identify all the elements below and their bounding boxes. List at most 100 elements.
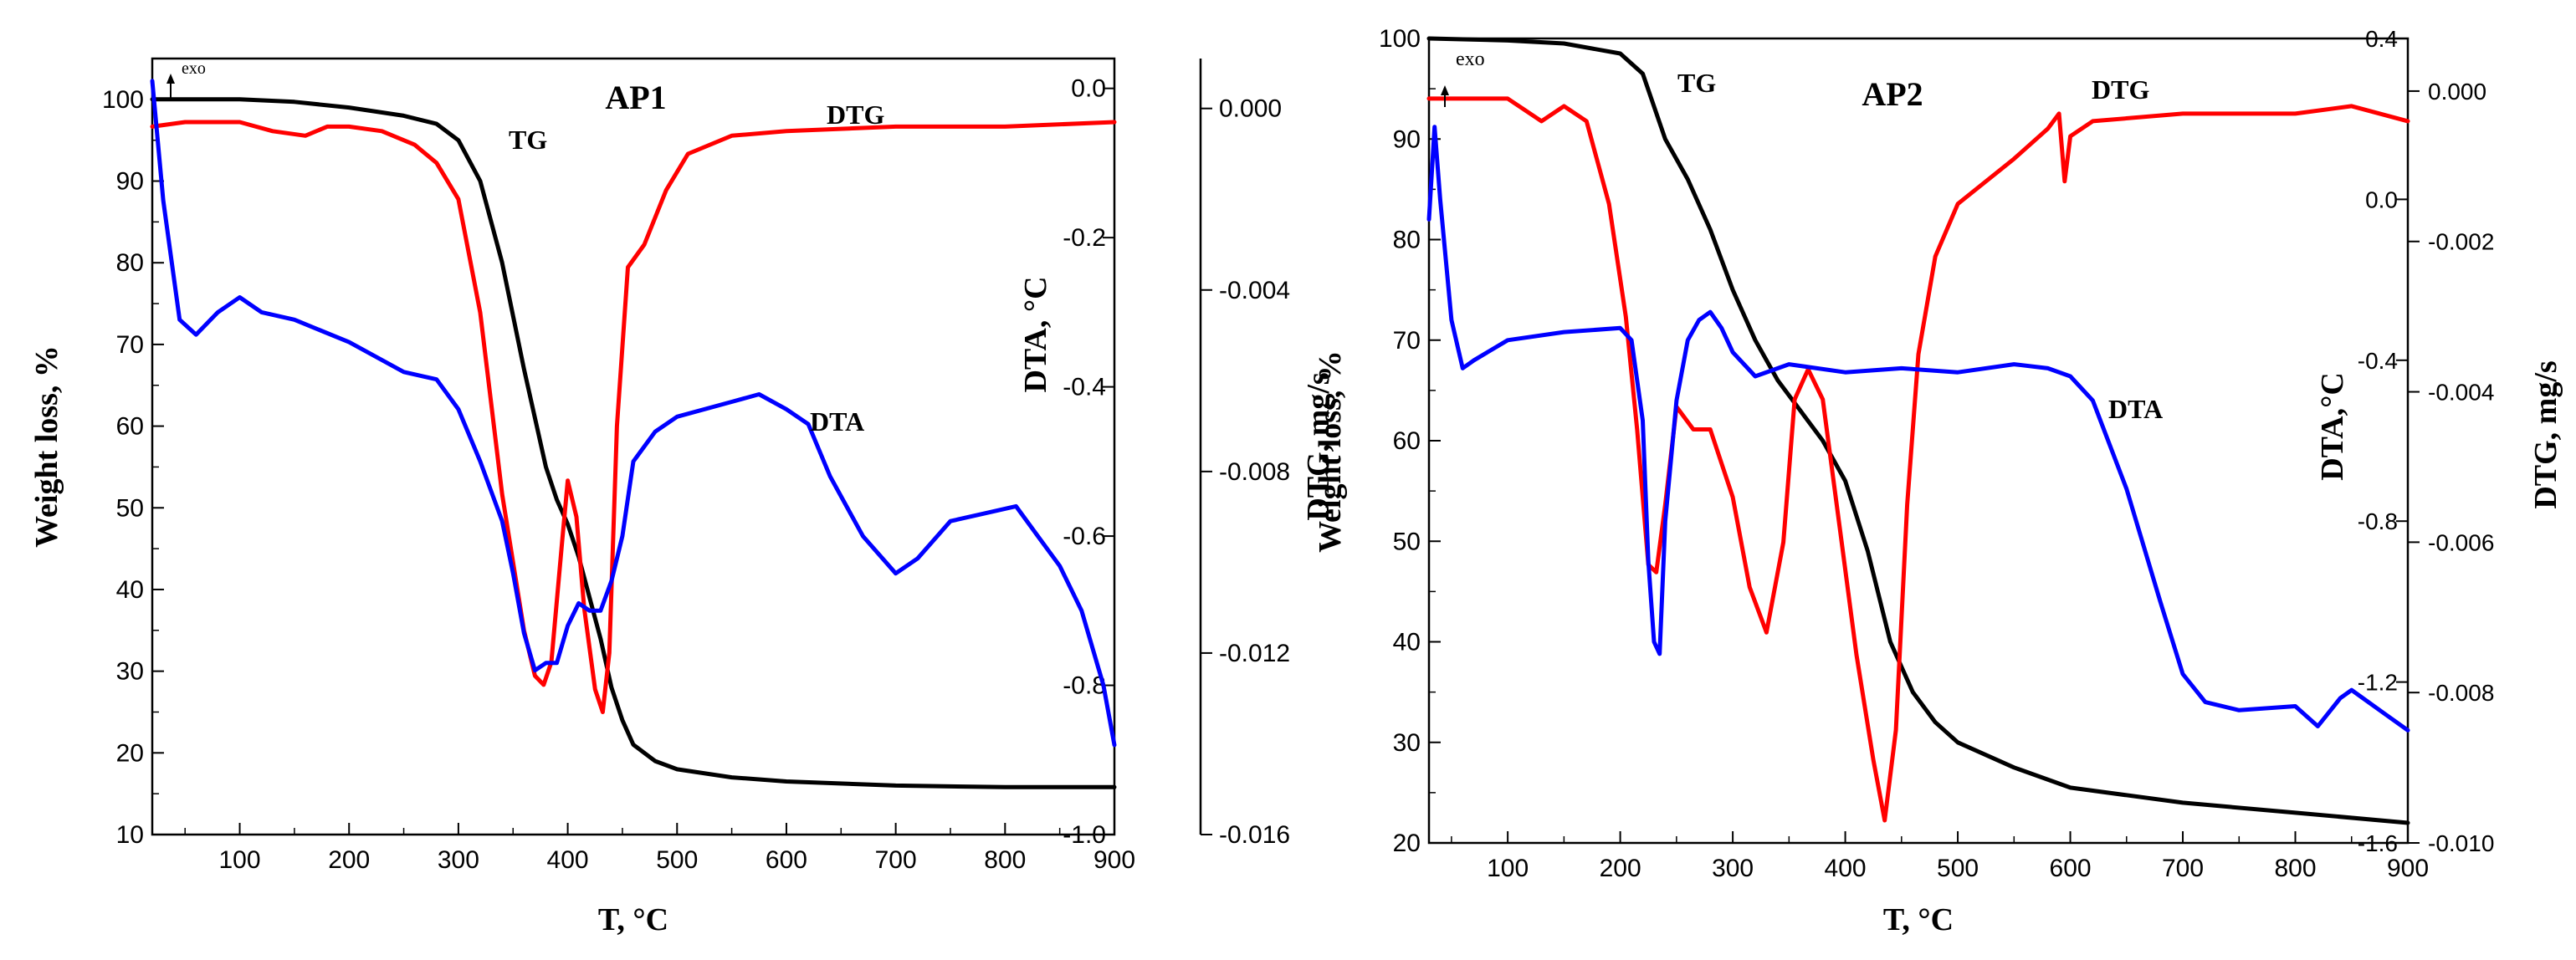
ap2-dta-axis-ticks: 0.4 0.0 -0.4 -0.8 -1.2 -1.6 bbox=[2358, 26, 2408, 856]
ap1-dtg-tick-label: -0.004 bbox=[1219, 277, 1290, 304]
ap2-tg-axis-ticks: 20 30 40 50 60 70 80 90 100 bbox=[1379, 25, 1441, 857]
ap1-x-tick-label: 400 bbox=[547, 846, 589, 874]
ap2-dta-tick-label: 0.4 bbox=[2365, 26, 2398, 52]
ap2-x-tick-label: 900 bbox=[2387, 855, 2429, 882]
ap2-tg-tick-label: 70 bbox=[1393, 327, 1421, 355]
ap1-title: AP1 bbox=[605, 79, 666, 116]
ap2-tg-tick-label: 60 bbox=[1393, 427, 1421, 455]
ap1-tg-line bbox=[150, 97, 1117, 789]
chart-ap2: 100 200 300 400 500 600 700 800 900 20 30 40 50 60 70… bbox=[1313, 25, 2563, 937]
ap2-tg-tick-label: 20 bbox=[1393, 830, 1421, 857]
ap1-x-tick-label: 100 bbox=[219, 846, 261, 874]
ap2-dtg-axis-title: DTG, mg/s bbox=[2528, 360, 2563, 508]
ap2-dta-tick-label: -1.6 bbox=[2358, 830, 2398, 856]
ap2-x-tick-label: 100 bbox=[1487, 855, 1529, 882]
ap2-tg-line bbox=[1426, 36, 2410, 825]
ap1-exo-label: exo bbox=[182, 59, 206, 78]
ap2-dtg-tick-label: -0.004 bbox=[2428, 380, 2494, 406]
ap2-tg-tick-label: 50 bbox=[1393, 528, 1421, 555]
ap1-tg-axis-ticks: 10 20 30 40 50 60 70 80 90 100 bbox=[102, 86, 164, 849]
ap1-dtg-tick-label: -0.016 bbox=[1219, 821, 1290, 849]
ap2-title: AP2 bbox=[1862, 75, 1923, 113]
ap1-dtg-tick-label: 0.000 bbox=[1219, 95, 1282, 123]
ap1-dta-tick-label: 0.0 bbox=[1071, 75, 1106, 103]
ap2-exo-label: exo bbox=[1456, 49, 1485, 70]
ap1-dta-line bbox=[150, 79, 1117, 748]
ap2-dtg-tick-label: -0.010 bbox=[2428, 830, 2494, 856]
ap1-dtg-axis-title: DTG, mg/s bbox=[1301, 372, 1336, 520]
ap1-tg-tick-label: 80 bbox=[116, 249, 144, 277]
ap2-dta-tick-label: -0.4 bbox=[2358, 348, 2398, 374]
ap1-exo-arrowhead-icon bbox=[166, 74, 175, 84]
ap1-tg-tick-label: 10 bbox=[116, 821, 144, 849]
ap2-series-group bbox=[1426, 36, 2410, 825]
ap2-dta-label: DTA bbox=[2108, 394, 2163, 424]
ap1-tg-tick-label: 70 bbox=[116, 331, 144, 359]
ap1-dtg-axis-ticks: 0.000 -0.004 -0.008 -0.012 -0.016 bbox=[1201, 95, 1290, 849]
ap1-x-tick-label: 700 bbox=[875, 846, 917, 874]
ap1-x-tick-label: 300 bbox=[438, 846, 479, 874]
ap2-tg-tick-label: 40 bbox=[1393, 629, 1421, 656]
ap1-x-axis-title: T, °C bbox=[598, 902, 668, 937]
ap1-plot-frame bbox=[151, 57, 1116, 836]
ap2-tg-tick-label: 30 bbox=[1393, 729, 1421, 757]
ap2-dtg-line bbox=[1426, 96, 2410, 823]
ap1-dta-axis-ticks: 0.0-0.2-0.4-0.6-0.8-1.0 bbox=[1063, 75, 1114, 849]
ap1-dta-tick-label: -1.0 bbox=[1063, 821, 1106, 849]
ap2-tg-label: TG bbox=[1677, 68, 1716, 98]
ap2-x-tick-label: 300 bbox=[1712, 855, 1754, 882]
ap1-dtg-label: DTG bbox=[827, 100, 884, 130]
ap1-tg-tick-label: 20 bbox=[116, 739, 144, 767]
ap2-x-tick-label: 600 bbox=[2050, 855, 2092, 882]
ap2-x-ticks: 100 200 300 400 500 600 700 800 900 bbox=[1451, 831, 2429, 882]
ap2-dtg-label: DTG bbox=[2092, 74, 2149, 105]
ap1-x-tick-label: 900 bbox=[1093, 846, 1135, 874]
ap1-x-ticks: 100 200 300 400 500 600 700 800 900 bbox=[184, 823, 1135, 874]
ap2-dta-line bbox=[1426, 125, 2410, 733]
ap1-x-tick-label: 500 bbox=[656, 846, 698, 874]
ap1-dtg-line bbox=[150, 120, 1117, 714]
ap1-tg-label: TG bbox=[509, 125, 547, 155]
ap2-tg-tick-label: 80 bbox=[1393, 227, 1421, 254]
ap2-dta-axis-title: DTA,°C bbox=[2315, 372, 2350, 481]
ap1-dtg-tick-label: -0.008 bbox=[1219, 458, 1290, 486]
ap1-tg-axis-title: Weight loss, % bbox=[29, 345, 64, 548]
ap1-tg-tick-label: 100 bbox=[102, 86, 144, 114]
ap2-x-tick-label: 200 bbox=[1600, 855, 1641, 882]
ap1-dtg-tick-label: -0.012 bbox=[1219, 640, 1290, 667]
ap2-dtg-tick-label: -0.006 bbox=[2428, 529, 2494, 555]
ap2-dta-tick-label: -1.2 bbox=[2358, 670, 2398, 696]
ap2-x-tick-label: 400 bbox=[1825, 855, 1867, 882]
ap1-dta-tick-label: -0.4 bbox=[1063, 374, 1106, 401]
ap2-x-tick-label: 500 bbox=[1937, 855, 1979, 882]
ap1-tg-tick-label: 30 bbox=[116, 658, 144, 686]
ap2-x-tick-label: 700 bbox=[2162, 855, 2204, 882]
ap1-tg-tick-label: 40 bbox=[116, 576, 144, 604]
ap1-series-group bbox=[150, 79, 1117, 789]
ap1-x-tick-label: 800 bbox=[984, 846, 1026, 874]
ap1-tg-tick-label: 90 bbox=[116, 168, 144, 196]
ap2-dtg-tick-label: 0.000 bbox=[2428, 79, 2486, 105]
ap2-x-tick-label: 800 bbox=[2274, 855, 2316, 882]
ap1-dta-tick-label: -0.6 bbox=[1063, 523, 1106, 550]
ap1-dta-axis-title: DTA, °C bbox=[1018, 276, 1053, 392]
ap2-x-axis-title: T, °C bbox=[1883, 902, 1954, 937]
ap1-x-tick-label: 600 bbox=[766, 846, 807, 874]
ap2-exo-arrowhead-icon bbox=[1441, 85, 1449, 95]
chart-ap1: 100 200 300 400 500 600 700 800 900 10 20 30 40 50 60… bbox=[29, 57, 1336, 937]
ap1-x-tick-label: 200 bbox=[328, 846, 370, 874]
ap2-dtg-tick-label: -0.008 bbox=[2428, 680, 2494, 706]
ap2-dtg-axis-ticks: 0.000 -0.002 -0.004 -0.006 -0.008 -0.010 bbox=[2408, 79, 2494, 856]
ap2-dta-tick-label: 0.0 bbox=[2365, 186, 2398, 212]
ap2-dta-tick-label: -0.8 bbox=[2358, 508, 2398, 534]
ap1-dta-label: DTA bbox=[810, 406, 864, 437]
ap2-dtg-tick-label: -0.002 bbox=[2428, 229, 2494, 255]
ap1-tg-tick-label: 60 bbox=[116, 413, 144, 441]
ap1-tg-tick-label: 50 bbox=[116, 494, 144, 522]
ap2-tg-tick-label: 100 bbox=[1379, 25, 1421, 53]
ap2-tg-tick-label: 90 bbox=[1393, 125, 1421, 153]
ap1-dta-tick-label: -0.2 bbox=[1063, 224, 1106, 252]
ap2-tg-axis-title: Weight loss, % bbox=[1313, 350, 1348, 553]
